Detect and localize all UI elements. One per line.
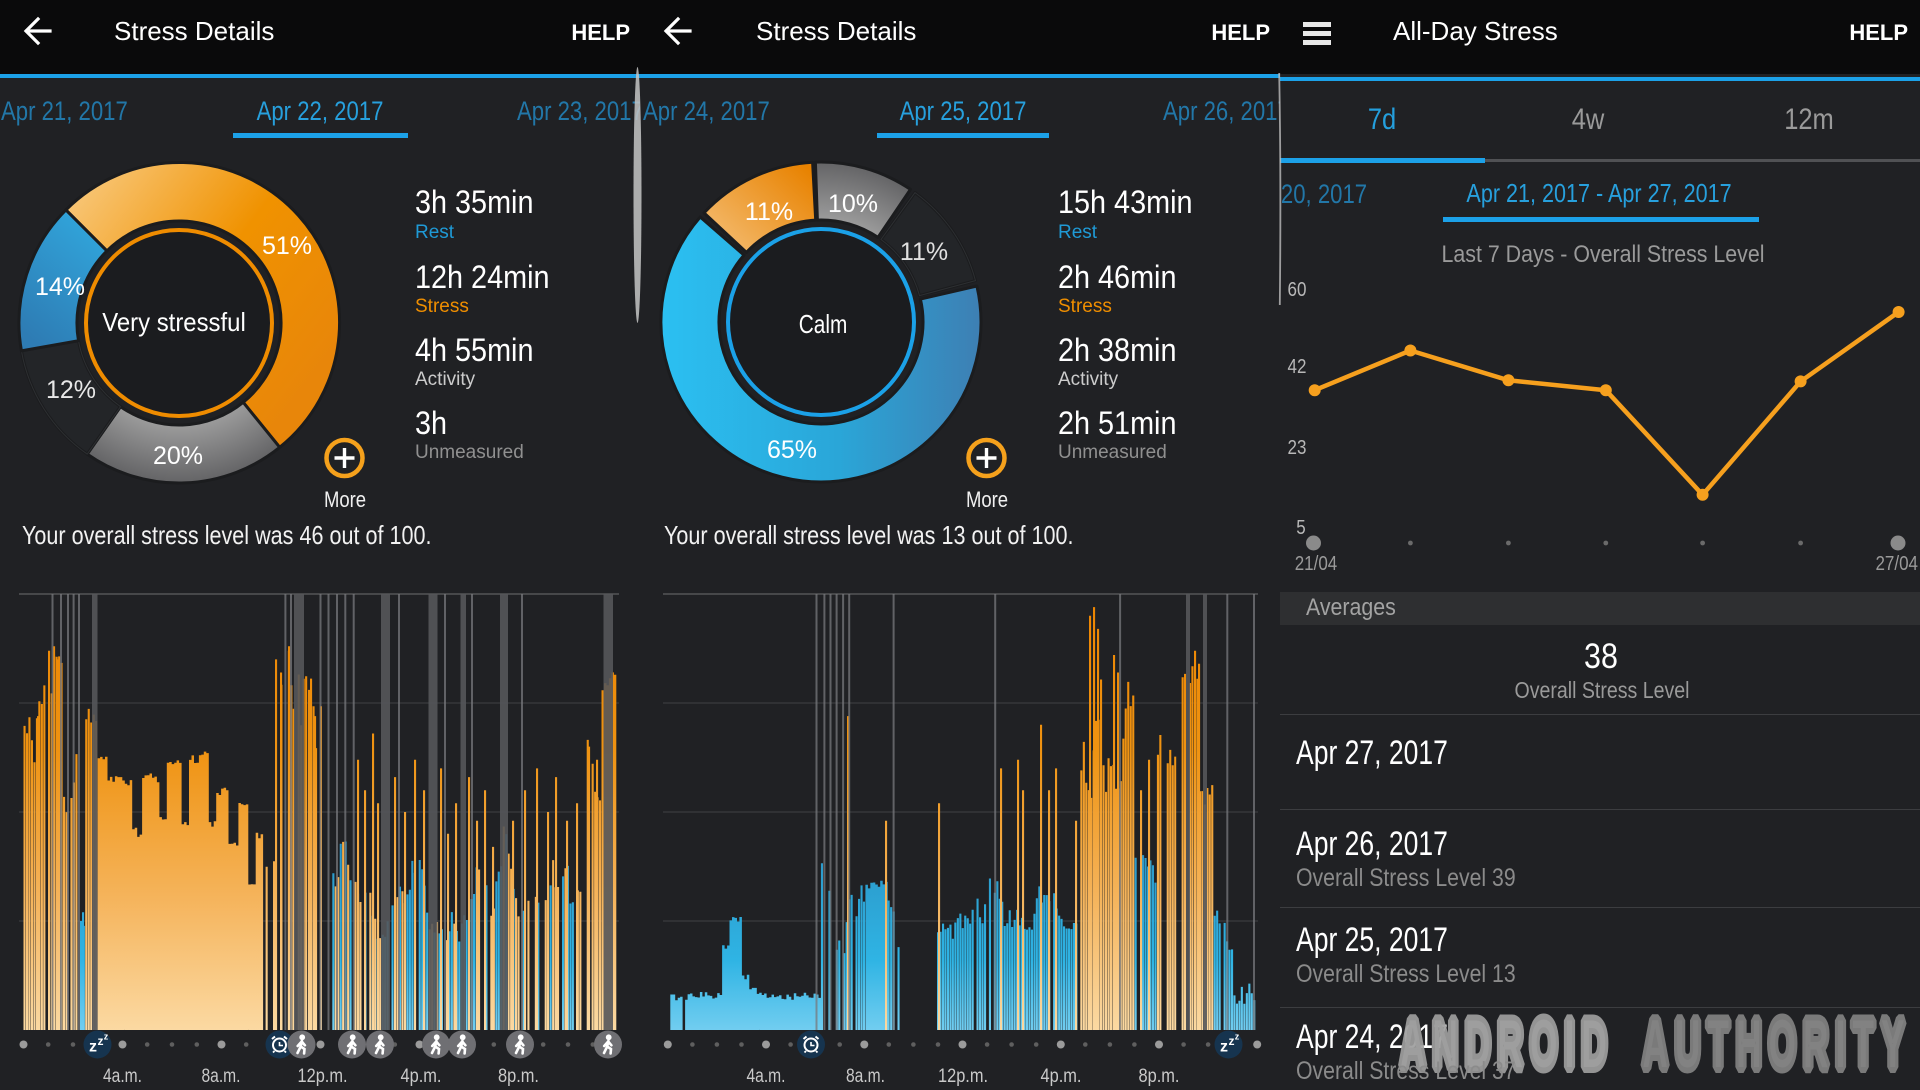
svg-text:z: z [104,1032,109,1042]
svg-text:4p.m.: 4p.m. [1041,1066,1082,1087]
svg-text:z: z [1220,1039,1228,1056]
svg-text:8a.m.: 8a.m. [846,1066,885,1087]
svg-text:z: z [98,1034,104,1048]
svg-text:12p.m.: 12p.m. [298,1066,348,1087]
svg-text:4a.m.: 4a.m. [747,1066,786,1087]
svg-text:z: z [89,1039,97,1056]
svg-text:8p.m.: 8p.m. [1139,1066,1180,1087]
svg-text:z: z [1235,1032,1240,1042]
svg-text:12p.m.: 12p.m. [938,1066,988,1087]
svg-text:4a.m.: 4a.m. [103,1066,142,1087]
svg-text:8p.m.: 8p.m. [498,1066,539,1087]
svg-text:z: z [1229,1034,1235,1048]
svg-text:ANDROID AUTHORITY: ANDROID AUTHORITY [1400,1007,1912,1082]
svg-text:4p.m.: 4p.m. [401,1066,442,1087]
svg-text:8a.m.: 8a.m. [202,1066,241,1087]
